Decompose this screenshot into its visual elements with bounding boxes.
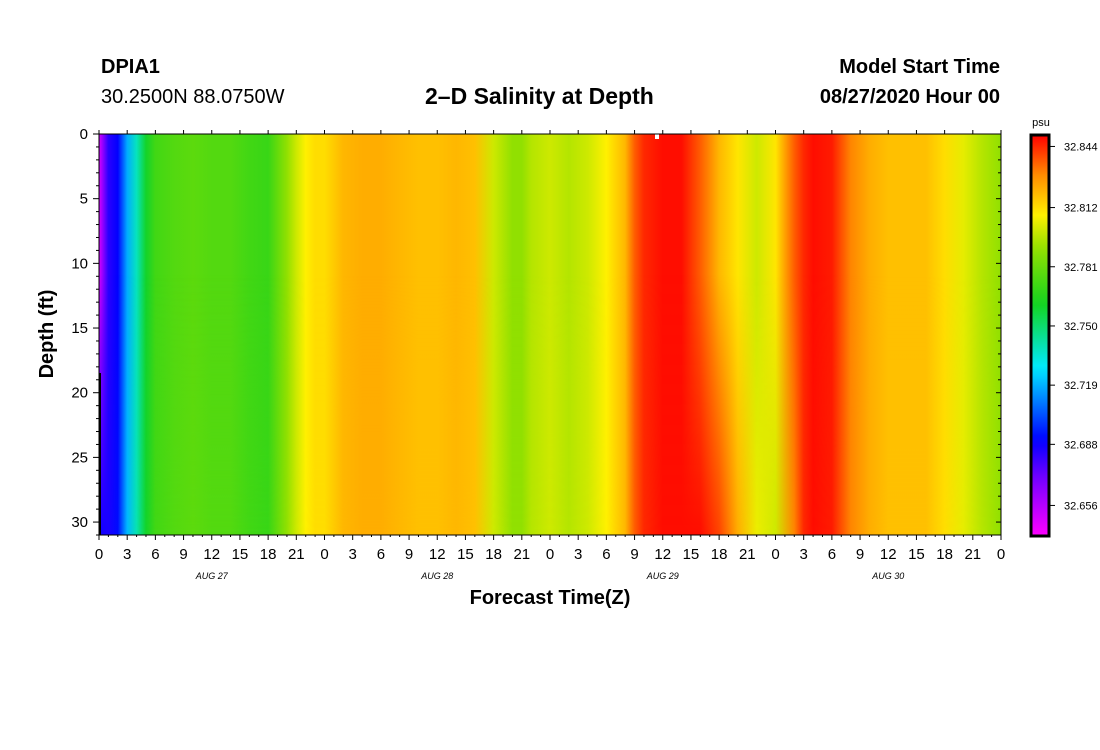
y-tick-label: 10 [71,255,88,272]
colorbar-unit: psu [1032,117,1050,129]
y-tick-label: 15 [71,320,88,337]
station-coordinates: 30.2500N 88.0750W [101,86,285,108]
y-tick-label: 25 [71,449,88,466]
model-start-value: 08/27/2020 Hour 00 [819,86,1000,108]
x-tick-label: 15 [683,546,700,563]
colorbar-ticks: 32.656 32.688 32.719 32.750 32.781 32.812 32.8… [1049,141,1098,512]
x-tick-label: 6 [602,546,610,563]
heatmap-plot [98,133,1002,536]
y-tick-label: 20 [71,385,88,402]
date-label: AUG 28 [420,571,453,581]
x-tick-label: 0 [95,546,103,563]
model-start-label: Model Start Time [839,56,1000,78]
x-tick-label: 3 [349,546,357,563]
colorbar-tick-label: 32.844 [1064,141,1098,153]
colorbar-tick-label: 32.688 [1064,439,1098,451]
y-axis-label: Depth (ft) [36,290,58,379]
x-tick-label: 6 [828,546,836,563]
x-tick-label: 0 [320,546,328,563]
station-id: DPIA1 [101,56,160,78]
colorbar-tick-label: 32.719 [1064,380,1098,392]
x-tick-label: 9 [179,546,187,563]
date-label: AUG 27 [195,571,229,581]
x-axis: 0 3 6 9 12 15 18 21 0 3 6 9 12 15 18 21 0 3 6 9 12 15 18 21 0 3 6 9… [95,130,1005,563]
y-axis: 0 5 10 15 20 25 30 [71,126,1001,536]
x-tick-label: 12 [880,546,897,563]
x-tick-label: 15 [232,546,249,563]
x-tick-label: 21 [513,546,530,563]
x-tick-label: 0 [997,546,1005,563]
x-axis-label: Forecast Time(Z) [470,587,631,609]
x-tick-label: 15 [908,546,925,563]
x-tick-label: 9 [856,546,864,563]
heatmap-bottom-layer [99,134,1001,535]
x-tick-label: 21 [739,546,756,563]
x-tick-label: 3 [123,546,131,563]
y-tick-label: 5 [80,191,88,208]
x-tick-label: 21 [288,546,305,563]
x-tick-label: 6 [151,546,159,563]
x-tick-label: 3 [574,546,582,563]
x-tick-label: 12 [654,546,671,563]
colorbar-tick-label: 32.781 [1064,262,1098,274]
colorbar: psu 32.656 32.688 32.719 32.750 32.781 32.812… [1029,117,1098,538]
colorbar-tick-label: 32.812 [1064,203,1098,215]
colorbar-tick-label: 32.750 [1064,321,1098,333]
x-tick-label: 0 [771,546,779,563]
y-tick-label: 0 [80,126,88,143]
date-label: AUG 30 [871,571,904,581]
x-tick-label: 21 [964,546,981,563]
x-tick-label: 12 [203,546,220,563]
x-tick-label: 18 [260,546,277,563]
x-tick-label: 12 [429,546,446,563]
x-tick-label: 0 [546,546,554,563]
colorbar-ramp [1029,133,1051,538]
x-tick-label: 9 [405,546,413,563]
chart-title: 2–D Salinity at Depth [425,83,654,109]
surface-marker [655,134,659,139]
x-tick-label: 18 [711,546,728,563]
x-tick-label: 3 [800,546,808,563]
date-labels: AUG 27 AUG 28 AUG 29 AUG 30 [195,571,905,581]
x-tick-label: 15 [457,546,474,563]
x-tick-label: 6 [377,546,385,563]
colorbar-tick-label: 32.656 [1064,500,1098,512]
x-tick-label: 18 [936,546,953,563]
y-tick-label: 30 [71,514,88,531]
x-tick-label: 18 [485,546,502,563]
date-label: AUG 29 [646,571,679,581]
x-tick-label: 9 [630,546,638,563]
